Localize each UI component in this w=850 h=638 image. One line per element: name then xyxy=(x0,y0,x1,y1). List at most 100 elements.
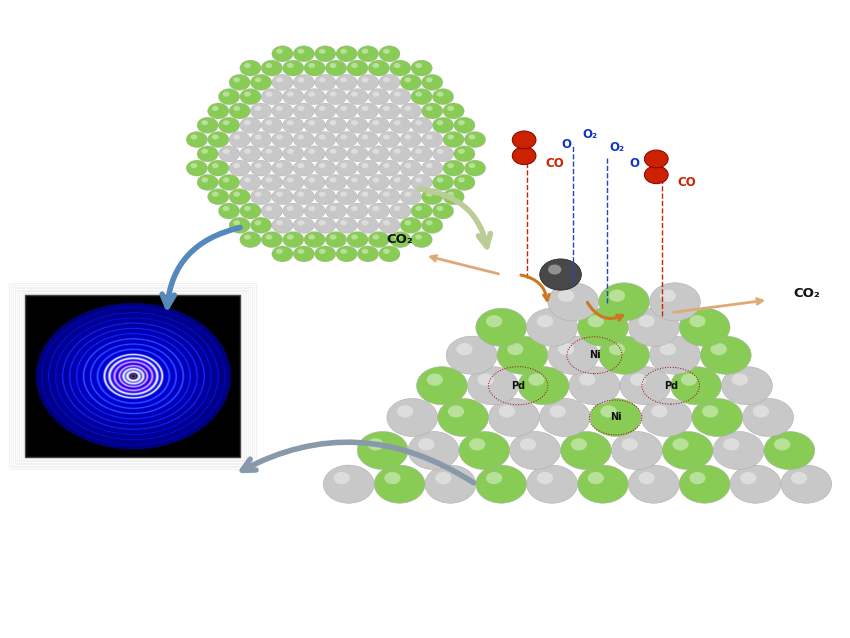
Circle shape xyxy=(298,106,304,111)
Circle shape xyxy=(433,117,454,133)
Circle shape xyxy=(630,373,646,386)
Circle shape xyxy=(394,235,400,240)
Circle shape xyxy=(367,438,383,450)
Circle shape xyxy=(383,106,390,111)
Circle shape xyxy=(425,465,476,503)
Circle shape xyxy=(537,472,553,484)
Circle shape xyxy=(323,465,374,503)
Circle shape xyxy=(389,174,411,190)
Circle shape xyxy=(272,131,293,147)
Circle shape xyxy=(464,160,485,176)
Circle shape xyxy=(408,431,459,470)
Circle shape xyxy=(244,177,251,182)
Circle shape xyxy=(548,283,598,321)
Circle shape xyxy=(510,431,560,470)
Circle shape xyxy=(454,174,475,190)
Circle shape xyxy=(240,60,261,76)
Circle shape xyxy=(638,315,654,327)
Circle shape xyxy=(486,315,502,327)
Circle shape xyxy=(255,77,262,82)
Circle shape xyxy=(265,120,272,125)
Circle shape xyxy=(609,343,625,355)
Circle shape xyxy=(464,131,485,147)
Circle shape xyxy=(405,163,411,168)
Circle shape xyxy=(201,120,208,125)
Circle shape xyxy=(298,135,304,140)
Circle shape xyxy=(351,92,358,97)
Circle shape xyxy=(272,189,293,205)
Circle shape xyxy=(600,405,616,417)
Text: CO: CO xyxy=(546,157,564,170)
Circle shape xyxy=(649,336,700,375)
Circle shape xyxy=(304,174,326,190)
Circle shape xyxy=(570,438,587,450)
Circle shape xyxy=(443,189,464,205)
Circle shape xyxy=(443,131,464,147)
Circle shape xyxy=(361,135,368,140)
Circle shape xyxy=(361,191,368,197)
Circle shape xyxy=(283,60,303,76)
Circle shape xyxy=(283,117,303,133)
Circle shape xyxy=(304,146,326,162)
Circle shape xyxy=(304,117,326,133)
Circle shape xyxy=(507,343,524,355)
Circle shape xyxy=(383,48,390,54)
Circle shape xyxy=(411,60,432,76)
Circle shape xyxy=(304,232,326,248)
Circle shape xyxy=(233,163,240,168)
Circle shape xyxy=(405,191,411,197)
Circle shape xyxy=(426,106,433,111)
Circle shape xyxy=(298,48,304,54)
Circle shape xyxy=(372,149,379,154)
Circle shape xyxy=(326,174,347,190)
Circle shape xyxy=(558,343,575,355)
Circle shape xyxy=(379,246,400,262)
Circle shape xyxy=(405,220,411,225)
Circle shape xyxy=(197,174,218,190)
Circle shape xyxy=(186,131,207,147)
Circle shape xyxy=(468,163,475,168)
Circle shape xyxy=(336,218,357,234)
Circle shape xyxy=(433,89,454,105)
Circle shape xyxy=(443,103,464,119)
Circle shape xyxy=(368,146,389,162)
Circle shape xyxy=(265,206,272,211)
Circle shape xyxy=(389,203,411,219)
Circle shape xyxy=(660,343,676,355)
Circle shape xyxy=(400,131,422,147)
Circle shape xyxy=(692,398,743,436)
Circle shape xyxy=(641,398,692,436)
Circle shape xyxy=(244,235,251,240)
Circle shape xyxy=(361,48,368,54)
Circle shape xyxy=(459,431,510,470)
Circle shape xyxy=(433,203,454,219)
Circle shape xyxy=(326,203,347,219)
Circle shape xyxy=(276,106,283,111)
Circle shape xyxy=(309,206,315,211)
Circle shape xyxy=(368,203,389,219)
Circle shape xyxy=(309,120,315,125)
Circle shape xyxy=(513,131,536,149)
Circle shape xyxy=(218,117,240,133)
Circle shape xyxy=(372,92,379,97)
Circle shape xyxy=(287,120,294,125)
Circle shape xyxy=(374,465,425,503)
Circle shape xyxy=(372,120,379,125)
Circle shape xyxy=(702,405,718,417)
Circle shape xyxy=(416,235,422,240)
Circle shape xyxy=(379,75,400,91)
Circle shape xyxy=(212,106,218,111)
Circle shape xyxy=(497,336,548,375)
Circle shape xyxy=(190,135,197,140)
Circle shape xyxy=(458,120,465,125)
Circle shape xyxy=(468,367,518,404)
Circle shape xyxy=(230,103,250,119)
Circle shape xyxy=(240,117,261,133)
Circle shape xyxy=(330,149,337,154)
Circle shape xyxy=(681,373,697,386)
Circle shape xyxy=(372,63,379,68)
Circle shape xyxy=(287,235,294,240)
Circle shape xyxy=(383,77,390,82)
Circle shape xyxy=(781,465,831,503)
Circle shape xyxy=(644,166,668,184)
